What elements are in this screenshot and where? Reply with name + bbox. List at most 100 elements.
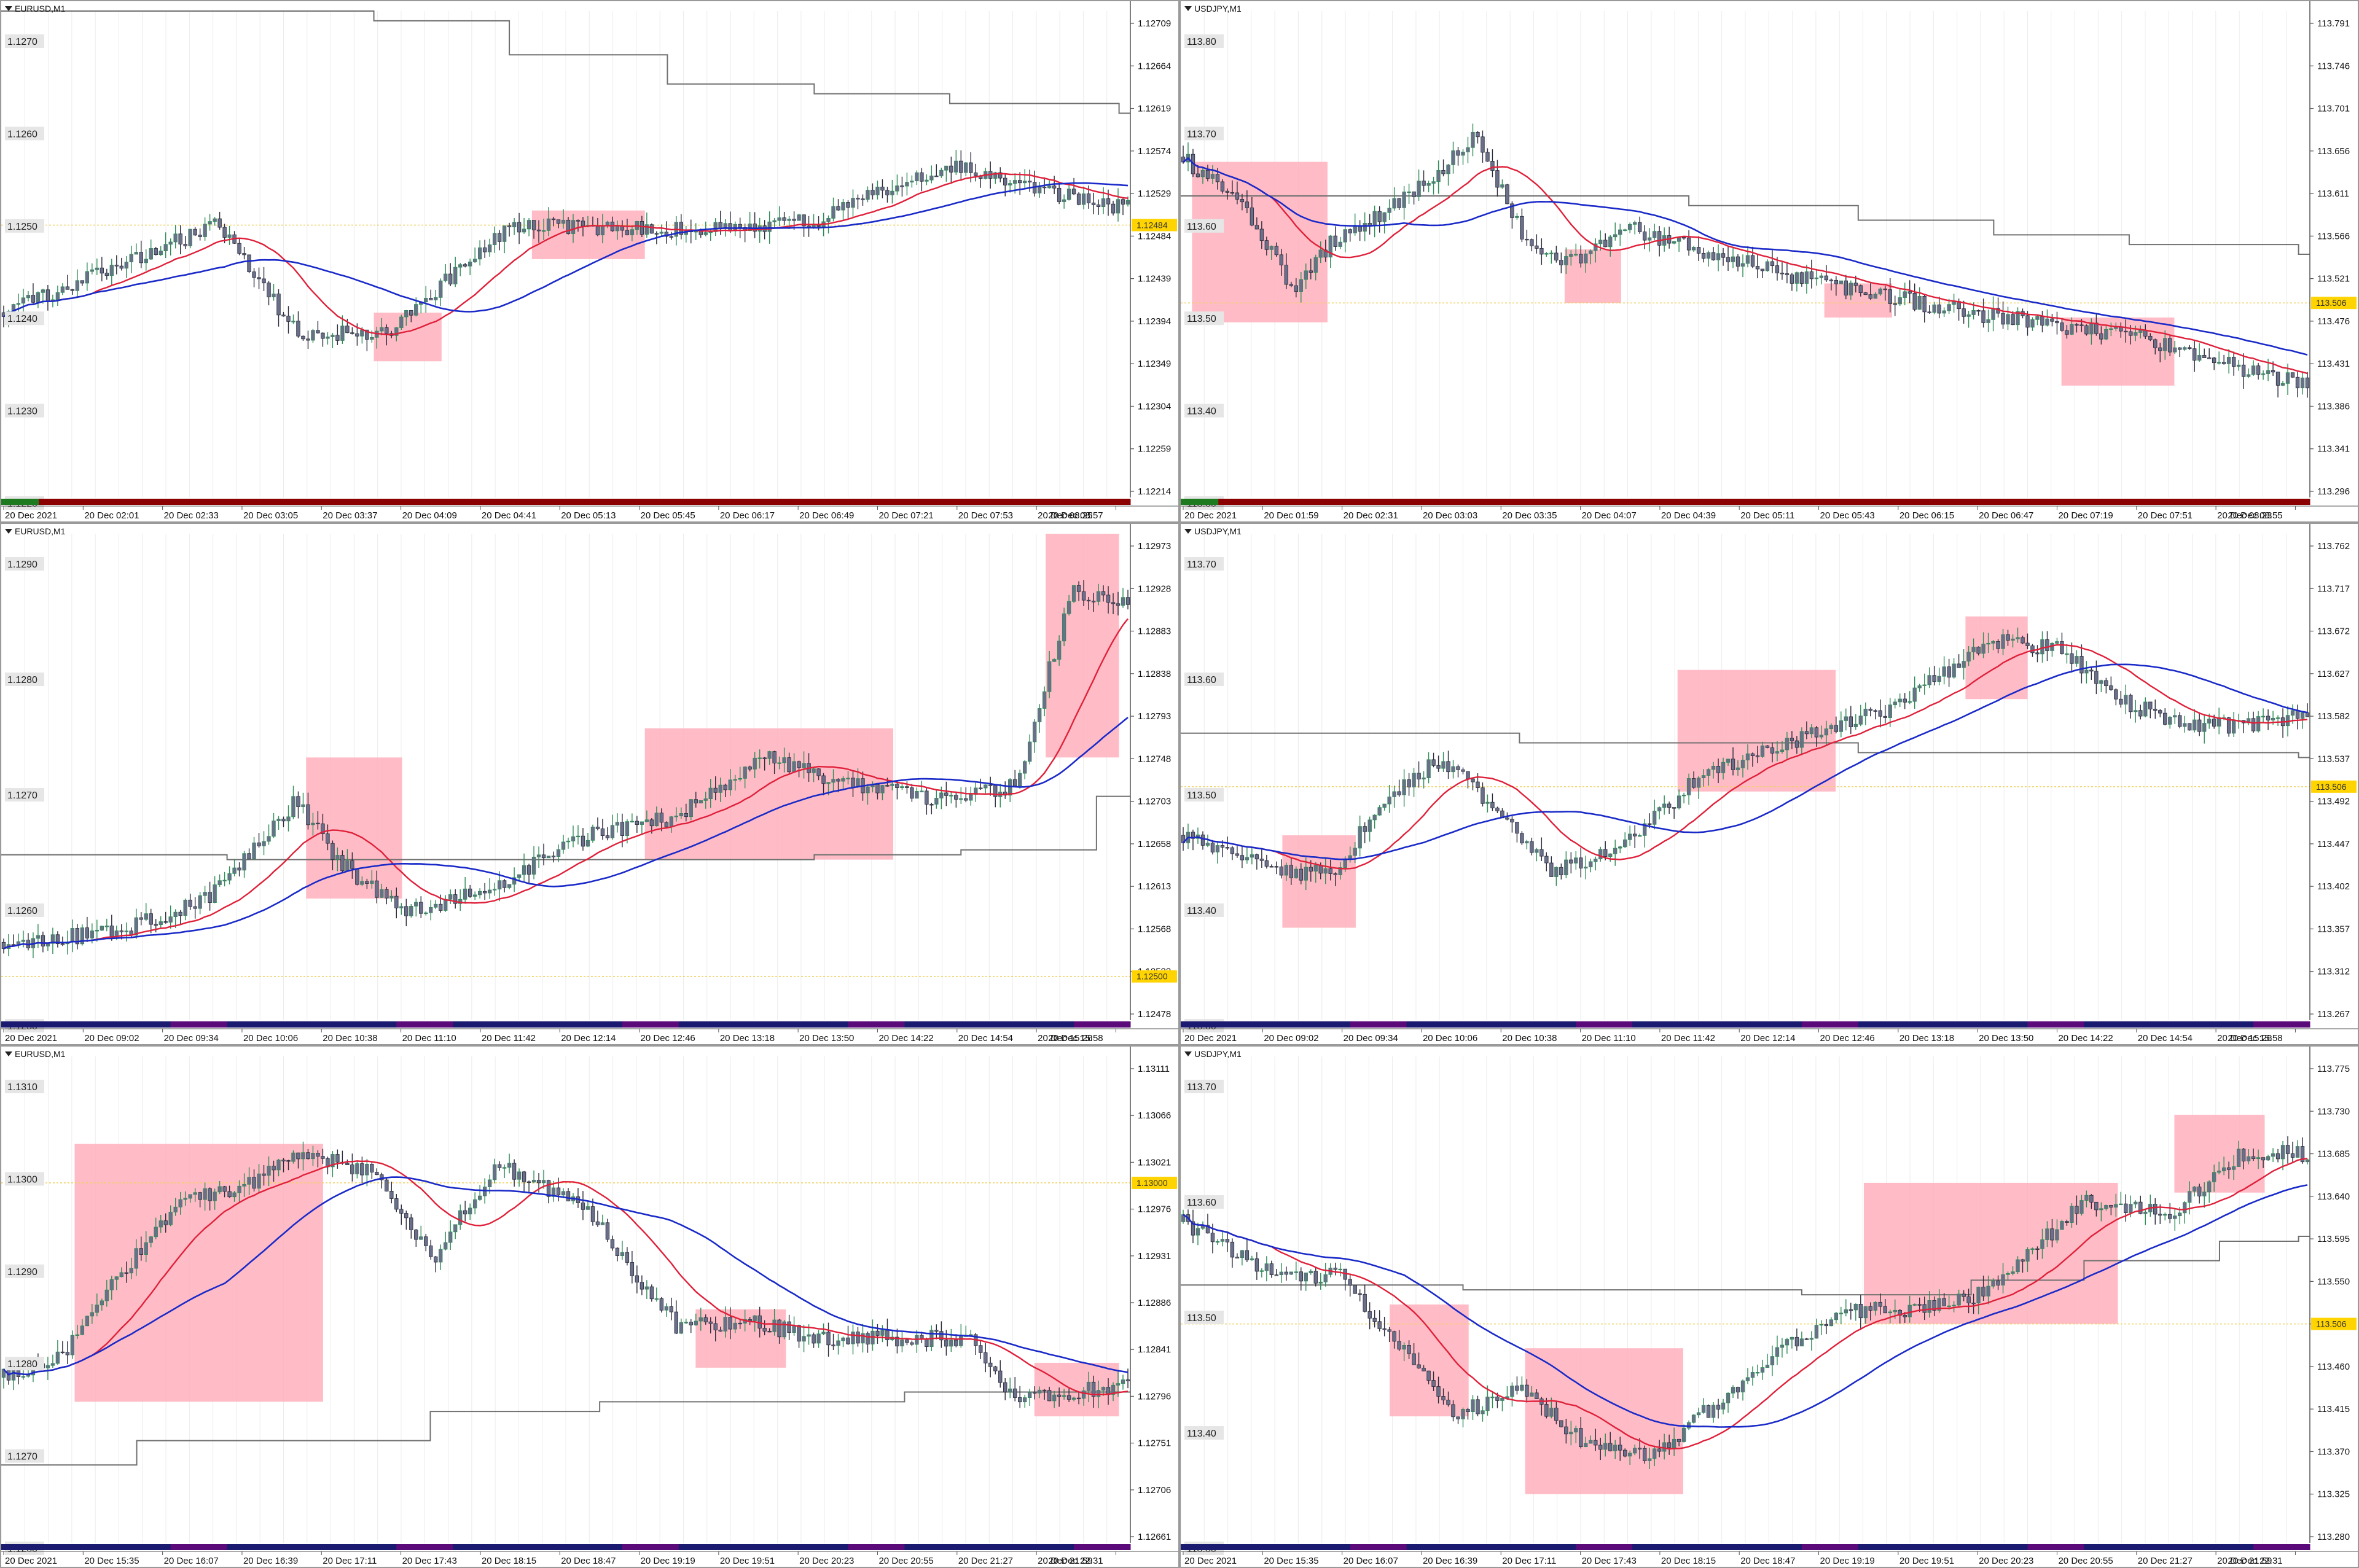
- candle-body: [1037, 186, 1042, 193]
- candle-body: [640, 1282, 644, 1290]
- candle-body: [2158, 347, 2162, 351]
- time-axis-label: 20 Dec 05:45: [641, 510, 695, 521]
- candle-body: [2060, 641, 2064, 654]
- candle-body: [1711, 252, 1716, 260]
- highlight-zone[interactable]: [2174, 1115, 2265, 1193]
- chart-canvas[interactable]: 1.131111.130661.130211.129761.129311.128…: [1, 1047, 1178, 1567]
- candle-body: [1579, 857, 1583, 868]
- session-bar-segment: [2046, 1021, 2066, 1028]
- candle-body: [1922, 684, 1927, 686]
- highlight-zone[interactable]: [644, 728, 894, 860]
- session-bar-segment: [227, 1544, 246, 1550]
- chart-panel-eurusd-3[interactable]: EURUSD,M1 1.13111 1.13066 1.13021 1.12976 1.…: [0, 1045, 1180, 1568]
- highlight-zone[interactable]: [306, 757, 402, 899]
- session-bar-segment: [396, 1544, 416, 1550]
- highlight-zone[interactable]: [74, 1144, 323, 1402]
- price-axis[interactable]: [1130, 1047, 1178, 1567]
- highlight-zone[interactable]: [1192, 162, 1328, 322]
- chart-panel-usdjpy-1[interactable]: USDJPY,M1 113.791 113.746 113.701 113.656 11…: [1180, 0, 2359, 523]
- candle-body: [1116, 603, 1121, 606]
- time-axis-label: 20 Dec 03:03: [1423, 510, 1477, 521]
- candle-body: [149, 248, 153, 260]
- highlight-zone[interactable]: [1046, 534, 1119, 758]
- candle-body: [748, 224, 752, 231]
- dropdown-triangle-icon[interactable]: [5, 6, 12, 11]
- candle-body: [1745, 753, 1750, 760]
- candle-body: [1240, 1250, 1245, 1258]
- chart-canvas[interactable]: 113.762113.717113.672113.627113.582113.5…: [1181, 524, 2358, 1044]
- level-tag-label: 1.1230: [7, 407, 37, 417]
- candle-body: [144, 259, 148, 263]
- price-axis-label: 1.12439: [1138, 274, 1171, 284]
- chart-panel-eurusd-2[interactable]: EURUSD,M1 1.12973 1.12928 1.12883 1.12838 1.…: [0, 523, 1180, 1045]
- candle-body: [2075, 656, 2079, 664]
- price-axis[interactable]: [1130, 524, 1178, 1044]
- candle-body: [1893, 1309, 1897, 1313]
- candle-body: [1008, 1388, 1012, 1392]
- candle-body: [2236, 1149, 2241, 1167]
- candle-body: [1686, 1422, 1691, 1429]
- highlight-zone[interactable]: [695, 1309, 786, 1368]
- candle-body: [95, 930, 100, 932]
- candle-body: [1780, 1344, 1785, 1348]
- candle-body: [659, 1298, 664, 1311]
- session-bar-segment: [1331, 1544, 1351, 1550]
- price-axis[interactable]: [2310, 1, 2358, 521]
- candle-body: [649, 819, 654, 827]
- chart-canvas[interactable]: 113.775113.730113.685113.640113.595113.5…: [1181, 1047, 2358, 1567]
- session-bar-segment: [998, 499, 1018, 505]
- chart-panel-usdjpy-3[interactable]: USDJPY,M1 113.775 113.730 113.685 113.640 11…: [1180, 1045, 2359, 1568]
- highlight-zone[interactable]: [1390, 1304, 1469, 1417]
- chart-canvas[interactable]: 113.791113.746113.701113.656113.611113.5…: [1181, 1, 2358, 521]
- session-bar-segment: [1726, 499, 1746, 505]
- candle-body: [1647, 1458, 1652, 1461]
- price-axis[interactable]: [2310, 1047, 2358, 1567]
- candle-body: [1057, 641, 1062, 660]
- candle-body: [880, 186, 885, 191]
- candle-body: [183, 1198, 187, 1200]
- dropdown-triangle-icon[interactable]: [5, 529, 12, 534]
- candle-body: [605, 1222, 610, 1240]
- candle-body: [1834, 725, 1839, 732]
- session-bar-segment: [566, 1544, 585, 1550]
- highlight-zone[interactable]: [1824, 283, 1892, 318]
- candle-body: [640, 220, 644, 235]
- price-axis[interactable]: [1130, 1, 1178, 521]
- dropdown-triangle-icon[interactable]: [1184, 529, 1192, 534]
- chart-canvas[interactable]: 1.129731.129281.128831.128381.127931.127…: [1, 524, 1178, 1044]
- highlight-zone[interactable]: [1965, 616, 2028, 700]
- candle-body: [1907, 1305, 1912, 1317]
- highlight-zone[interactable]: [374, 313, 442, 362]
- price-axis-label: 113.717: [2317, 583, 2350, 594]
- chart-panel-eurusd-1[interactable]: EURUSD,M1 1.12709 1.12664 1.12619 1.12574 1.…: [0, 0, 1180, 523]
- dropdown-triangle-icon[interactable]: [1184, 1051, 1192, 1056]
- session-bar-segment: [885, 499, 905, 505]
- session-bar-segment: [189, 499, 209, 505]
- dropdown-triangle-icon[interactable]: [5, 1051, 12, 1056]
- candle-body: [669, 236, 674, 238]
- candle-body: [856, 1332, 860, 1344]
- session-bar-segment: [735, 499, 754, 505]
- chart-canvas[interactable]: 1.127091.126641.126191.125741.125291.124…: [1, 1, 1178, 521]
- session-bar-segment: [170, 1021, 190, 1028]
- candle-body: [1544, 1404, 1549, 1417]
- candle-body: [595, 827, 600, 829]
- candle-body: [856, 198, 860, 200]
- candle-body: [1549, 862, 1554, 877]
- price-axis-label: 1.12214: [1138, 486, 1171, 497]
- chart-panel-usdjpy-2[interactable]: USDJPY,M1 113.762 113.717 113.672 113.627 11…: [1180, 523, 2359, 1045]
- candle-body: [1726, 1392, 1731, 1403]
- candle-body: [1932, 1300, 1936, 1311]
- candle-body: [900, 1340, 904, 1347]
- candle-body: [2207, 719, 2212, 724]
- highlight-zone[interactable]: [1282, 835, 1356, 928]
- session-bar-segment: [1576, 1544, 1595, 1550]
- session-bar-segment: [641, 499, 660, 505]
- dropdown-triangle-icon[interactable]: [1184, 6, 1192, 11]
- session-bar-segment: [1576, 1021, 1595, 1028]
- candle-body: [1481, 136, 1485, 153]
- candle-body: [472, 259, 477, 262]
- highlight-zone[interactable]: [1564, 249, 1621, 303]
- candle-body: [836, 206, 840, 211]
- candle-body: [1711, 1405, 1716, 1418]
